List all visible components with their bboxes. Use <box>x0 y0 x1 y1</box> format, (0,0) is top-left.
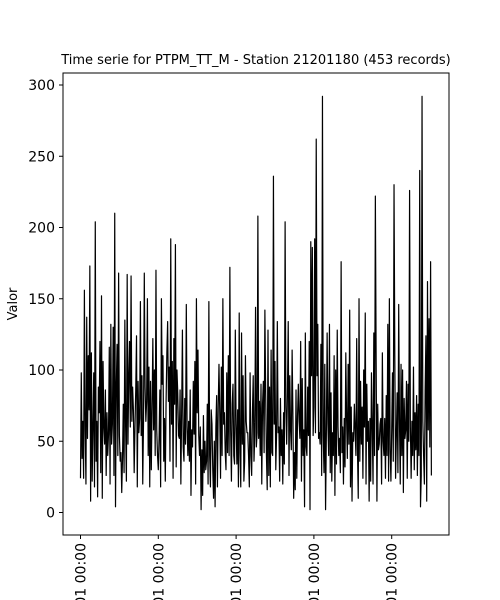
x-tick-label: 01 00:00 <box>229 543 245 600</box>
y-tick-label: 100 <box>28 363 55 379</box>
y-tick-label: 250 <box>28 149 55 165</box>
y-tick-label: 300 <box>28 78 55 94</box>
series-line <box>79 95 432 511</box>
x-tick-label: 01 00:00 <box>74 543 90 600</box>
x-tick-label: 01 00:00 <box>151 543 167 600</box>
x-axis-ticks: 01 00:00 01 00:00 01 00:00 01 00:00 01 00:00 <box>74 535 401 600</box>
y-tick-label: 0 <box>46 506 55 522</box>
y-axis-label: Valor <box>6 287 21 320</box>
y-tick-label: 200 <box>28 221 55 237</box>
chart-title: Time serie for PTPM_TT_M - Station 21201… <box>60 53 451 68</box>
y-axis-ticks: 0 50 100 150 200 250 300 <box>28 78 63 522</box>
plot-frame <box>62 72 450 536</box>
x-tick-label: 01 00:00 <box>307 543 323 600</box>
y-tick-label: 50 <box>37 434 55 450</box>
x-tick-label: 01 00:00 <box>385 543 401 600</box>
y-tick-label: 150 <box>28 292 55 308</box>
plot-area <box>79 95 432 511</box>
